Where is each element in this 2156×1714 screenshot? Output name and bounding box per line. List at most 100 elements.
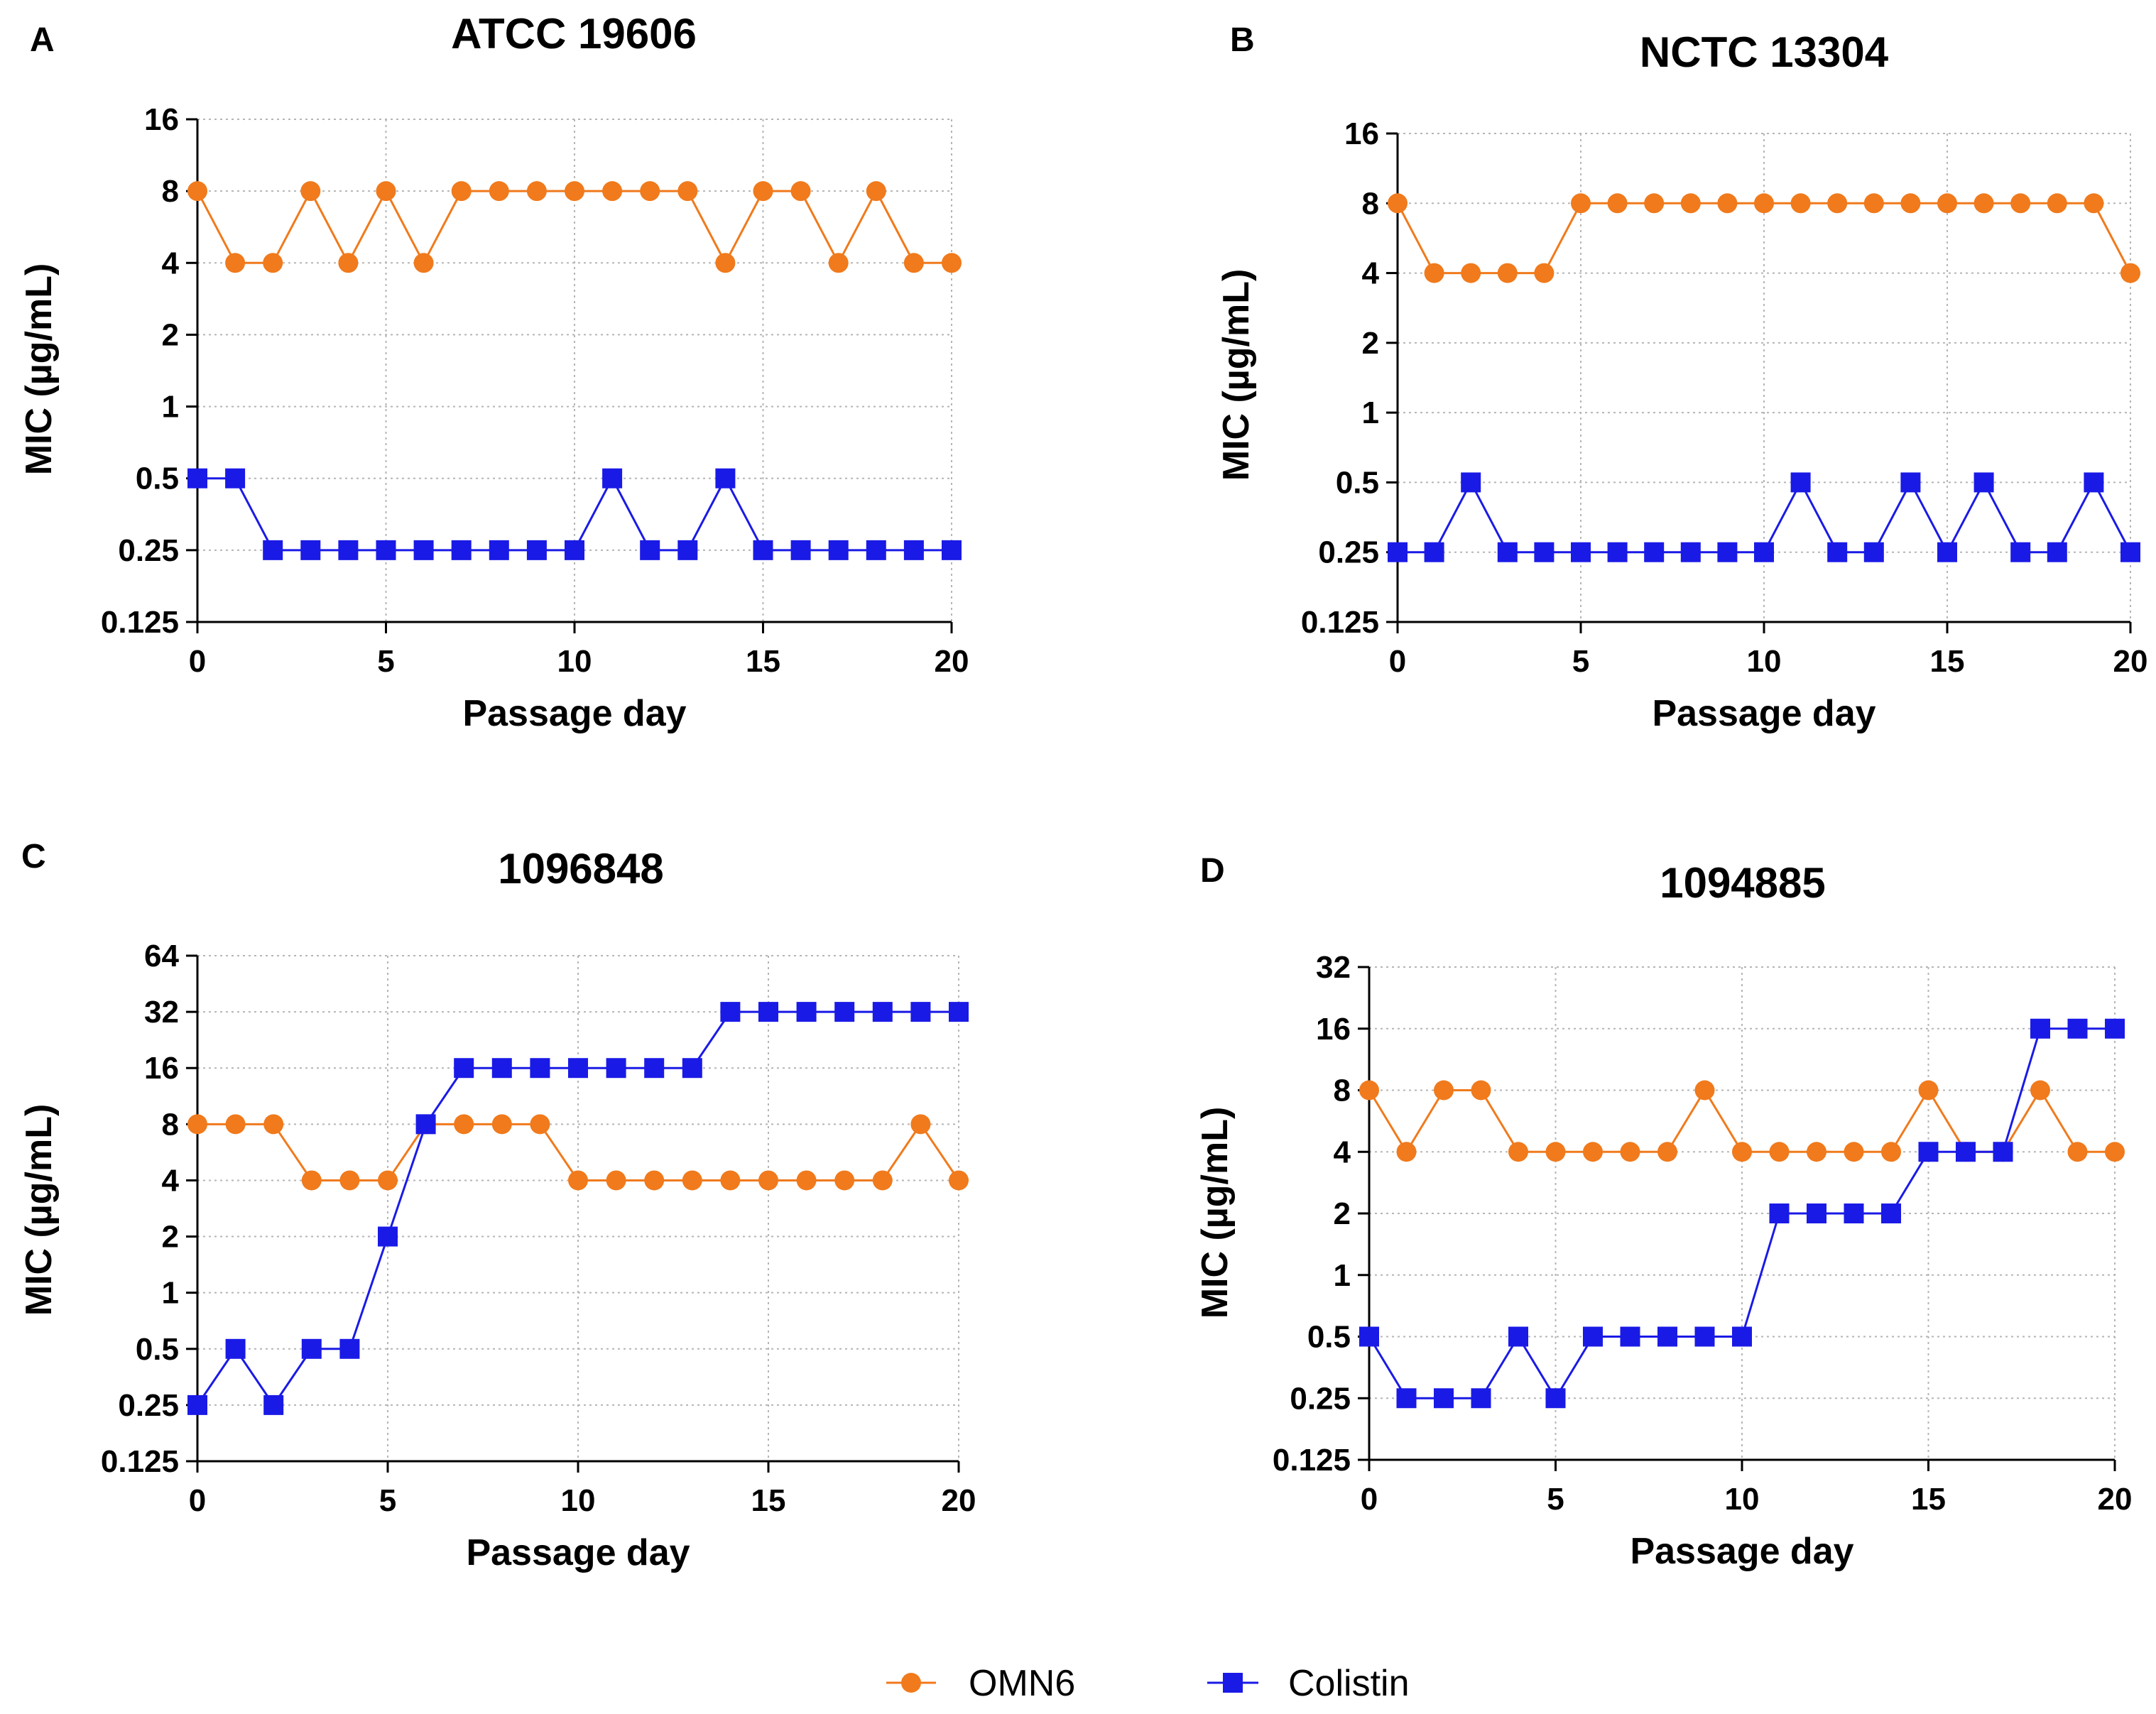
data-point-colistin xyxy=(1545,1388,1566,1409)
data-point-colistin xyxy=(451,540,472,560)
series-colistin xyxy=(187,1002,969,1415)
data-point-omn6 xyxy=(263,253,283,273)
data-point-omn6 xyxy=(1396,1142,1417,1162)
data-point-omn6 xyxy=(1694,1080,1715,1101)
data-point-omn6 xyxy=(1434,1080,1454,1101)
panel-letter-d: D xyxy=(1200,852,1225,890)
data-point-colistin xyxy=(2067,1018,2088,1039)
data-point-colistin xyxy=(796,1002,817,1022)
data-point-colistin xyxy=(1497,542,1518,562)
data-point-omn6 xyxy=(644,1170,665,1191)
x-axis-label: Passage day xyxy=(1630,1531,1853,1572)
y-tick-label: 0.25 xyxy=(1318,535,1379,570)
x-tick-label: 0 xyxy=(189,1483,206,1518)
data-point-colistin xyxy=(942,540,962,560)
x-tick-label: 10 xyxy=(1747,644,1782,679)
data-point-colistin xyxy=(2047,542,2067,562)
data-point-omn6 xyxy=(1827,193,1848,214)
series-colistin xyxy=(187,468,962,560)
data-point-colistin xyxy=(1973,472,1994,493)
y-tick-label: 8 xyxy=(162,174,179,209)
y-tick-label: 1 xyxy=(1334,1258,1351,1293)
data-point-omn6 xyxy=(526,181,547,202)
data-point-colistin xyxy=(790,540,811,560)
data-point-omn6 xyxy=(1807,1142,1826,1162)
data-point-omn6 xyxy=(1844,1142,1864,1162)
data-point-colistin xyxy=(1717,542,1738,562)
data-point-colistin xyxy=(1388,542,1408,562)
data-point-omn6 xyxy=(491,1114,512,1135)
chart-c: 0.125 0.25 0.5 1 2 4 8 16 32 64 0 5 10 15 20 Passage da… xyxy=(18,939,976,1573)
data-point-omn6 xyxy=(1973,193,1994,214)
data-point-colistin xyxy=(376,540,396,560)
x-tick-label: 5 xyxy=(1572,644,1589,679)
y-tick-label: 2 xyxy=(1362,326,1379,361)
data-point-colistin xyxy=(1571,542,1591,562)
x-tick-label: 20 xyxy=(935,644,969,679)
data-point-colistin xyxy=(1956,1142,1976,1162)
data-point-colistin xyxy=(715,468,736,488)
data-point-colistin xyxy=(1844,1203,1864,1223)
data-point-omn6 xyxy=(568,1170,588,1191)
data-point-colistin xyxy=(568,1058,588,1079)
data-point-omn6 xyxy=(1732,1142,1752,1162)
x-axis-label: Passage day xyxy=(466,1532,690,1573)
data-point-omn6 xyxy=(565,181,584,202)
data-point-colistin xyxy=(1827,542,1848,562)
data-point-omn6 xyxy=(1717,193,1738,214)
data-point-colistin xyxy=(1424,542,1444,562)
data-point-omn6 xyxy=(1790,193,1811,214)
series-colistin xyxy=(1359,1018,2125,1409)
y-axis-label: MIC (µg/mL) xyxy=(1194,1107,1236,1319)
data-point-colistin xyxy=(489,540,509,560)
y-tick-label: 1 xyxy=(1362,395,1379,430)
y-tick-label: 2 xyxy=(1334,1196,1351,1231)
data-point-colistin xyxy=(1754,542,1774,562)
panel-a: A ATCC 19606 0.125 0.25 0.5 1 2 4 8 16 0 5 10 15 20 P… xyxy=(18,10,969,734)
data-point-omn6 xyxy=(1937,193,1957,214)
data-point-colistin xyxy=(1881,1203,1901,1223)
data-point-omn6 xyxy=(828,253,849,273)
data-point-colistin xyxy=(753,540,773,560)
data-point-omn6 xyxy=(489,181,509,202)
legend-colistin-marker xyxy=(1223,1673,1243,1693)
data-point-colistin xyxy=(338,540,359,560)
panel-b: B NCTC 13304 0.125 0.25 0.5 1 2 4 8 16 0 5 10 15 20 P… xyxy=(1216,21,2147,734)
data-point-omn6 xyxy=(2084,193,2104,214)
x-tick-label: 0 xyxy=(1389,644,1406,679)
data-point-colistin xyxy=(866,540,886,560)
data-point-omn6 xyxy=(2010,193,2031,214)
data-point-omn6 xyxy=(301,1170,322,1191)
x-tick-label: 10 xyxy=(561,1483,596,1518)
data-point-omn6 xyxy=(1571,193,1591,214)
data-point-omn6 xyxy=(454,1114,474,1135)
data-point-omn6 xyxy=(1918,1080,1939,1101)
y-tick-label: 1 xyxy=(162,1276,179,1311)
x-tick-label: 0 xyxy=(189,644,206,679)
y-tick-label: 0.5 xyxy=(1307,1320,1351,1355)
data-point-colistin xyxy=(1534,542,1555,562)
data-point-omn6 xyxy=(715,253,736,273)
data-point-omn6 xyxy=(1863,193,1884,214)
y-tick-label: 0.25 xyxy=(118,533,179,568)
data-point-omn6 xyxy=(187,1114,207,1135)
data-point-omn6 xyxy=(796,1170,817,1191)
data-point-omn6 xyxy=(1644,193,1665,214)
data-point-omn6 xyxy=(1471,1080,1491,1101)
y-tick-label: 8 xyxy=(162,1107,179,1142)
data-point-omn6 xyxy=(866,181,886,202)
x-tick-label: 15 xyxy=(751,1483,786,1518)
data-point-colistin xyxy=(1807,1203,1826,1223)
data-point-colistin xyxy=(415,1114,436,1135)
x-tick-label: 5 xyxy=(377,644,394,679)
data-point-colistin xyxy=(758,1002,778,1022)
x-tick-label: 5 xyxy=(1547,1482,1564,1517)
data-point-colistin xyxy=(834,1002,855,1022)
data-point-omn6 xyxy=(1769,1142,1790,1162)
y-tick-label: 4 xyxy=(162,246,180,280)
data-point-colistin xyxy=(1607,542,1628,562)
data-point-colistin xyxy=(339,1338,360,1359)
x-tick-label: 5 xyxy=(379,1483,396,1518)
data-point-omn6 xyxy=(834,1170,855,1191)
data-point-omn6 xyxy=(225,253,246,273)
